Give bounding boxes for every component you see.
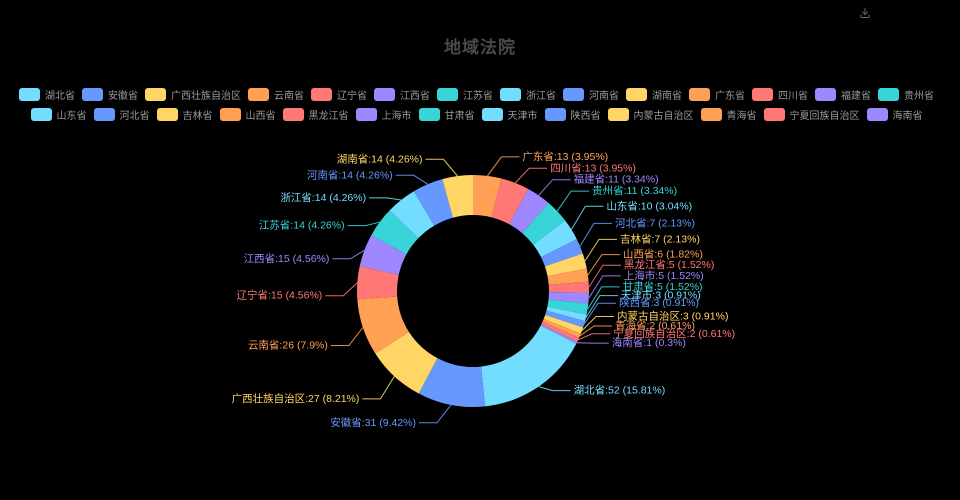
svg-text:广西壮族自治区:27 (8.21%): 广西壮族自治区:27 (8.21%): [232, 392, 360, 405]
svg-text:河北省:7 (2.13%): 河北省:7 (2.13%): [615, 216, 695, 229]
svg-text:贵州省:11 (3.34%): 贵州省:11 (3.34%): [592, 184, 677, 197]
svg-text:福建省:11 (3.34%): 福建省:11 (3.34%): [574, 173, 659, 186]
svg-text:江苏省:14 (4.26%): 江苏省:14 (4.26%): [259, 219, 345, 232]
svg-text:湖南省:14 (4.26%): 湖南省:14 (4.26%): [337, 152, 423, 165]
svg-text:广东省:13 (3.95%): 广东省:13 (3.95%): [522, 150, 608, 163]
svg-text:海南省:1 (0.3%): 海南省:1 (0.3%): [612, 336, 686, 349]
svg-text:辽宁省:15 (4.56%): 辽宁省:15 (4.56%): [237, 289, 323, 302]
svg-text:河南省:14 (4.26%): 河南省:14 (4.26%): [307, 168, 393, 181]
svg-text:四川省:13 (3.95%): 四川省:13 (3.95%): [550, 161, 636, 174]
svg-text:陕西省:3 (0.91%): 陕西省:3 (0.91%): [619, 296, 699, 309]
svg-text:吉林省:7 (2.13%): 吉林省:7 (2.13%): [620, 232, 700, 245]
svg-text:安徽省:31 (9.42%): 安徽省:31 (9.42%): [330, 416, 416, 429]
svg-text:山东省:10 (3.04%): 山东省:10 (3.04%): [606, 199, 692, 212]
svg-text:云南省:26 (7.9%): 云南省:26 (7.9%): [248, 339, 328, 352]
svg-text:江西省:15 (4.56%): 江西省:15 (4.56%): [244, 252, 330, 265]
svg-text:湖北省:52 (15.81%): 湖北省:52 (15.81%): [574, 384, 666, 397]
svg-text:浙江省:14 (4.26%): 浙江省:14 (4.26%): [280, 191, 366, 204]
